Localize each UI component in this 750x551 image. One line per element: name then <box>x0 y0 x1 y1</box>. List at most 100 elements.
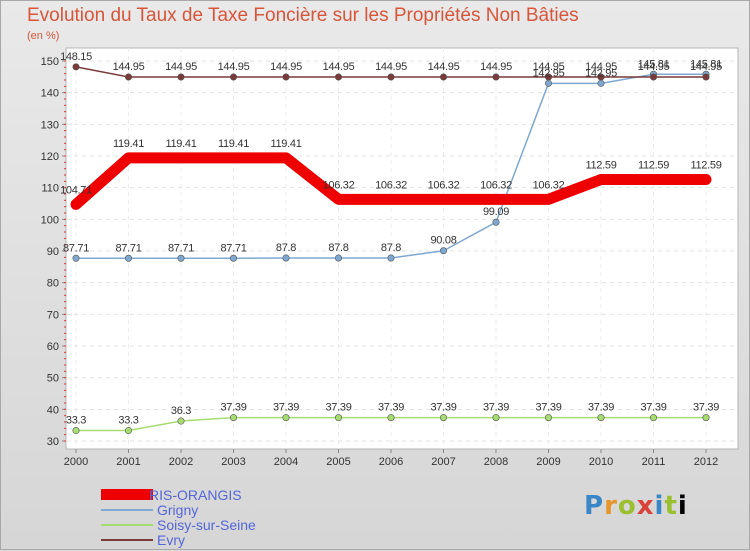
data-label: 144.95 <box>480 61 512 73</box>
data-point <box>492 414 500 422</box>
data-label: 144.95 <box>218 61 250 73</box>
data-point <box>177 254 185 262</box>
data-point <box>702 73 710 81</box>
data-point <box>125 254 133 262</box>
data-point <box>702 414 710 422</box>
data-label: 145.81 <box>638 58 670 70</box>
data-label: 106.32 <box>533 179 565 191</box>
data-label: 37.39 <box>378 402 404 414</box>
y-tick-label: 140 <box>41 88 59 100</box>
data-point <box>544 73 552 81</box>
data-label: 37.39 <box>693 402 719 414</box>
data-label: 119.41 <box>270 138 301 150</box>
legend-label: Evry <box>157 531 185 548</box>
data-label: 119.41 <box>218 138 249 150</box>
data-label: 119.41 <box>165 138 196 150</box>
data-point <box>597 414 605 422</box>
y-tick-label: 110 <box>41 183 59 195</box>
legend-item-grigny: Grigny <box>101 502 256 518</box>
data-label: 37.39 <box>535 402 561 414</box>
x-tick-label: 2007 <box>431 456 455 468</box>
y-tick-label: 150 <box>41 56 59 68</box>
x-tick-label: 2005 <box>326 456 350 468</box>
y-tick-label: 30 <box>47 436 59 448</box>
data-label: 144.95 <box>638 61 670 73</box>
data-point <box>334 414 342 422</box>
data-label: 119.41 <box>113 138 144 150</box>
y-tick-label: 130 <box>41 119 59 131</box>
x-tick-label: 2012 <box>694 456 718 468</box>
data-point <box>177 73 185 81</box>
data-point <box>439 247 447 255</box>
x-tick-label: 2003 <box>221 456 245 468</box>
data-label: 144.95 <box>533 61 565 73</box>
series-line-ris-orangis <box>70 152 712 210</box>
x-tick-label: 2011 <box>642 456 666 468</box>
data-point <box>282 73 290 81</box>
x-tick-label: 2009 <box>536 456 560 468</box>
data-point <box>125 427 133 435</box>
x-tick-label: 2002 <box>169 456 193 468</box>
data-point <box>387 73 395 81</box>
y-tick-label: 50 <box>47 373 59 385</box>
data-label: 87.71 <box>168 242 194 254</box>
data-label: 145.81 <box>690 58 722 70</box>
data-label: 87.8 <box>276 242 296 254</box>
data-point <box>492 218 500 226</box>
data-point <box>649 414 657 422</box>
y-tick-label: 70 <box>47 309 59 321</box>
data-point <box>439 414 447 422</box>
data-point <box>387 254 395 262</box>
x-tick-label: 2010 <box>589 456 613 468</box>
data-point <box>387 414 395 422</box>
data-label: 87.71 <box>115 242 141 254</box>
data-label: 106.32 <box>428 179 460 191</box>
data-label: 144.95 <box>113 61 145 73</box>
proxiti-logo: Proxiti <box>584 491 688 521</box>
data-label: 87.71 <box>63 242 89 254</box>
legend-swatch-soisy-sur-seine <box>101 523 153 526</box>
data-label: 37.39 <box>588 402 614 414</box>
data-label: 142.95 <box>533 67 565 79</box>
data-label: 144.95 <box>428 61 460 73</box>
data-label: 37.39 <box>273 402 299 414</box>
y-tick-label: 60 <box>47 341 59 353</box>
data-point <box>334 73 342 81</box>
data-point <box>230 73 238 81</box>
data-label: 144.95 <box>323 61 355 73</box>
data-point <box>72 254 80 262</box>
data-label: 144.95 <box>690 61 722 73</box>
data-point <box>125 73 133 81</box>
data-point <box>439 73 447 81</box>
data-label: 144.95 <box>585 61 617 73</box>
x-tick-label: 2008 <box>484 456 508 468</box>
x-tick-label: 2004 <box>274 456 298 468</box>
data-label: 87.8 <box>328 242 348 254</box>
data-label: 33.3 <box>118 415 138 427</box>
data-label: 104.71 <box>60 184 92 196</box>
data-point <box>72 63 80 71</box>
data-point <box>230 254 238 262</box>
data-point <box>282 414 290 422</box>
data-point <box>544 79 552 87</box>
data-label: 106.32 <box>323 179 355 191</box>
data-point <box>230 414 238 422</box>
legend-item-soisy-sur-seine: Soisy-sur-Seine <box>101 517 256 533</box>
plot-area <box>65 47 739 450</box>
data-label: 37.39 <box>220 402 246 414</box>
legend-swatch-ris-orangis <box>101 489 153 500</box>
y-tick-label: 90 <box>47 246 59 258</box>
legend-swatch-grigny <box>101 508 153 511</box>
y-tick-label: 120 <box>41 151 59 163</box>
x-tick-label: 2006 <box>379 456 403 468</box>
data-point <box>177 417 185 425</box>
y-tick-label: 100 <box>41 214 59 226</box>
data-label: 148.15 <box>60 51 92 63</box>
data-point <box>649 73 657 81</box>
data-label: 37.39 <box>325 402 351 414</box>
data-point <box>597 79 605 87</box>
legend-label: RIS-ORANGIS <box>149 486 242 503</box>
data-label: 106.32 <box>480 179 512 191</box>
data-label: 142.95 <box>585 67 617 79</box>
y-axis-unit: (en %) <box>27 30 60 42</box>
